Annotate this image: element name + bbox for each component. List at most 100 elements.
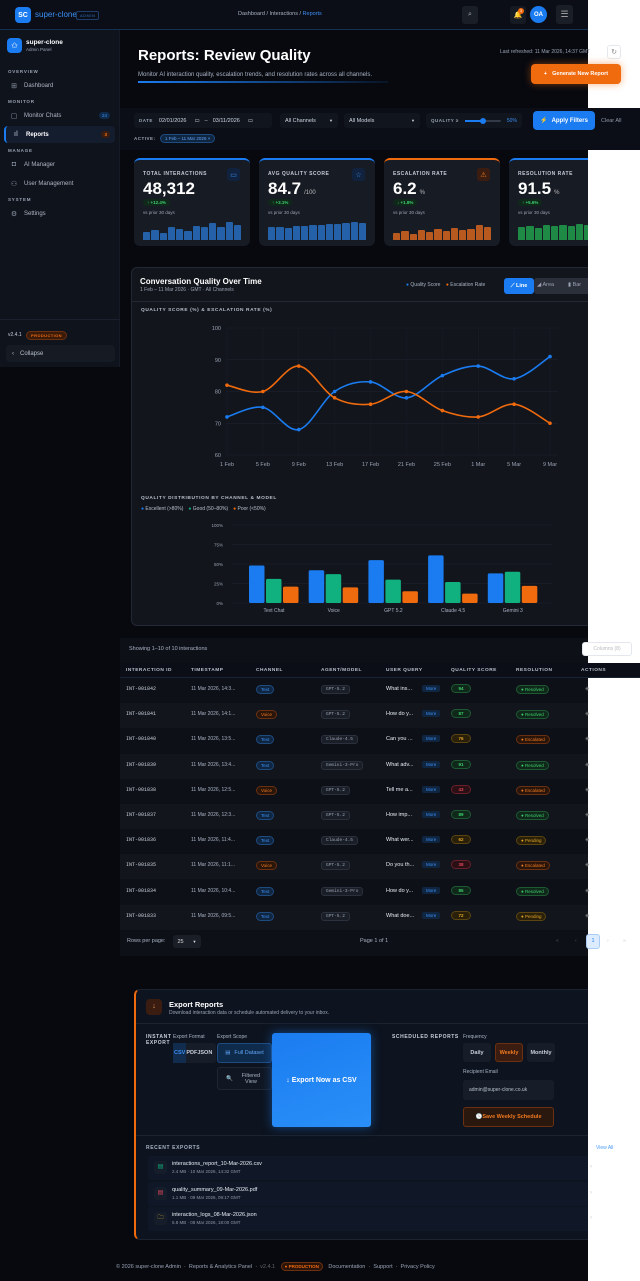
recipient-email-input[interactable]: admin@super-clone.co.uk <box>463 1080 554 1100</box>
sidebar-item-dashboard[interactable]: ⊞ Dashboard <box>4 77 115 94</box>
more-button[interactable]: More <box>422 760 441 768</box>
model-select[interactable]: All Models ▼ <box>344 113 420 128</box>
quality-slider[interactable] <box>464 117 501 124</box>
bar-claude-4.5-2[interactable] <box>462 593 478 603</box>
more-button[interactable]: More <box>422 861 441 869</box>
eye-icon[interactable]: ◈ <box>585 812 590 818</box>
breadcrumb-dashboard[interactable]: Dashboard <box>238 11 265 17</box>
eye-icon[interactable]: ◈ <box>585 761 590 768</box>
export-now-button[interactable]: ↓ Export Now as CSV <box>272 1033 371 1127</box>
bar-claude-4.5-0[interactable] <box>428 555 444 603</box>
data-point[interactable] <box>225 383 229 387</box>
data-point[interactable] <box>404 396 409 400</box>
table-row[interactable]: INT-001842 11 Mar 2026, 14:3... Text GPT-5.… <box>120 678 590 703</box>
sidebar-item-monitor-chats[interactable]: ▢ Monitor Chats 24 <box>4 107 115 124</box>
eye-icon[interactable]: ◈ <box>585 862 590 869</box>
table-row[interactable]: INT-001841 11 Mar 2026, 14:1... Voice GPT-5… <box>120 703 590 729</box>
more-button[interactable]: More <box>422 911 441 919</box>
eye-icon[interactable]: ◈ <box>585 736 590 743</box>
page-1-button[interactable]: 1 <box>586 934 600 949</box>
date-from-input[interactable]: 02/01/2026 <box>158 117 187 124</box>
data-point[interactable] <box>512 377 516 381</box>
bar-voice-0[interactable] <box>308 570 325 603</box>
data-point[interactable] <box>476 415 481 419</box>
frequency-daily[interactable]: Daily <box>463 1043 491 1062</box>
column-header[interactable]: USER QUERY <box>386 668 423 673</box>
view-bar-button[interactable]: ▮ Bar <box>568 282 582 288</box>
data-point[interactable] <box>261 389 265 394</box>
column-header[interactable]: CHANNEL <box>256 668 283 673</box>
sidebar-item-settings[interactable]: ⚙ Settings <box>4 205 115 222</box>
bar-text-chat-0[interactable] <box>249 565 265 603</box>
date-to-input[interactable]: 03/11/2026 <box>212 117 240 124</box>
bar-voice-2[interactable] <box>342 587 359 603</box>
notifications-button[interactable]: 🔔 3 <box>510 6 526 24</box>
eye-icon[interactable]: ◈ <box>585 837 590 844</box>
clear-all-link[interactable]: Clear All <box>601 118 622 124</box>
table-row[interactable]: INT-001837 11 Mar 2026, 12:3... Text GPT-5.… <box>120 804 590 829</box>
table-row[interactable]: INT-001836 11 Mar 2026, 11:4... Text Claude… <box>120 829 590 855</box>
bar-gpt-5.2-1[interactable] <box>385 579 401 603</box>
frequency-weekly[interactable]: Weekly <box>495 1043 523 1062</box>
more-button[interactable]: More <box>422 685 441 692</box>
channel-select[interactable]: All Channels ▼ <box>280 113 338 128</box>
data-point[interactable] <box>261 405 265 410</box>
frequency-monthly[interactable]: Monthly <box>527 1043 555 1062</box>
data-point[interactable] <box>548 354 552 359</box>
apply-filters-button[interactable]: ⚡ Apply Filters <box>533 111 595 130</box>
chevron-right-icon[interactable]: › <box>590 1215 592 1222</box>
bar-gemini-3-1[interactable] <box>504 571 521 603</box>
first-page-button[interactable]: « <box>556 938 559 944</box>
data-point[interactable] <box>368 380 373 384</box>
data-point[interactable] <box>476 364 481 368</box>
date-range-field[interactable]: DATE 02/01/2026 ▭ – 03/11/2026 ▭ <box>134 113 272 128</box>
more-button[interactable]: More <box>422 735 441 743</box>
bar-gemini-3-2[interactable] <box>521 585 538 603</box>
more-button[interactable]: More <box>422 811 441 818</box>
more-button[interactable]: More <box>422 886 441 894</box>
bar-gpt-5.2-2[interactable] <box>402 591 418 603</box>
data-point[interactable] <box>368 402 373 406</box>
eye-icon[interactable]: ◈ <box>585 912 590 919</box>
next-page-button[interactable]: › <box>607 938 609 944</box>
data-point[interactable] <box>548 421 552 426</box>
eye-icon[interactable]: ◈ <box>585 686 590 692</box>
more-button[interactable]: More <box>422 836 441 844</box>
bar-voice-1[interactable] <box>325 574 342 603</box>
data-point[interactable] <box>296 364 301 368</box>
eye-icon[interactable]: ◈ <box>585 711 590 718</box>
view-line-button[interactable]: ⟋ Line <box>504 278 534 294</box>
sidebar-item-reports[interactable]: ıl Reports 3 <box>4 126 115 143</box>
close-icon[interactable]: × <box>207 136 211 141</box>
sidebar-item-user-management[interactable]: ⚇ User Management <box>4 175 115 192</box>
view-all-link[interactable]: View All <box>596 1145 614 1151</box>
slider-handle[interactable] <box>479 117 486 124</box>
generate-report-button[interactable]: + Generate New Report <box>531 64 621 84</box>
eye-icon[interactable]: ◈ <box>585 786 590 793</box>
column-header[interactable]: TIMESTAMP <box>191 668 224 673</box>
format-csv[interactable]: CSV <box>173 1043 187 1063</box>
column-header[interactable]: RESOLUTION <box>516 668 553 673</box>
table-row[interactable]: INT-001838 11 Mar 2026, 12:5... Voice GPT-5… <box>120 778 590 804</box>
rows-per-page-select[interactable]: 25 ▼ <box>173 935 201 948</box>
column-header[interactable]: ACTIONS <box>581 668 607 673</box>
search-button[interactable]: ⌕ <box>462 6 478 24</box>
eye-icon[interactable]: ◈ <box>585 887 590 894</box>
last-page-button[interactable]: » <box>623 938 626 944</box>
save-schedule-button[interactable]: 🕓 Save Weekly Schedule <box>463 1107 554 1127</box>
breadcrumb-interactions[interactable]: Interactions <box>269 11 298 17</box>
recent-export-item[interactable]: ▤ interactions_report_10-Mar-2026.csv 2.4 … <box>148 1156 598 1180</box>
bar-gpt-5.2-0[interactable] <box>368 560 384 603</box>
more-button[interactable]: More <box>422 785 441 793</box>
scope-filtered-button[interactable]: 🔍 Filtered View <box>217 1067 272 1090</box>
footer-support-link[interactable]: Support <box>373 1264 393 1270</box>
menu-button[interactable]: ☰ <box>556 5 573 24</box>
chevron-right-icon[interactable]: › <box>590 1164 592 1170</box>
format-pdf[interactable]: PDF <box>186 1050 198 1056</box>
bar-gemini-3-0[interactable] <box>487 573 504 603</box>
format-json[interactable]: JSON <box>197 1050 213 1056</box>
table-row[interactable]: INT-001839 11 Mar 2026, 13:4... Text Gemini… <box>120 753 590 779</box>
sidebar-item-ai-manager[interactable]: ◘ AI Manager <box>4 156 115 173</box>
data-point[interactable] <box>332 396 337 400</box>
footer-documentation-link[interactable]: Documentation <box>328 1264 366 1270</box>
